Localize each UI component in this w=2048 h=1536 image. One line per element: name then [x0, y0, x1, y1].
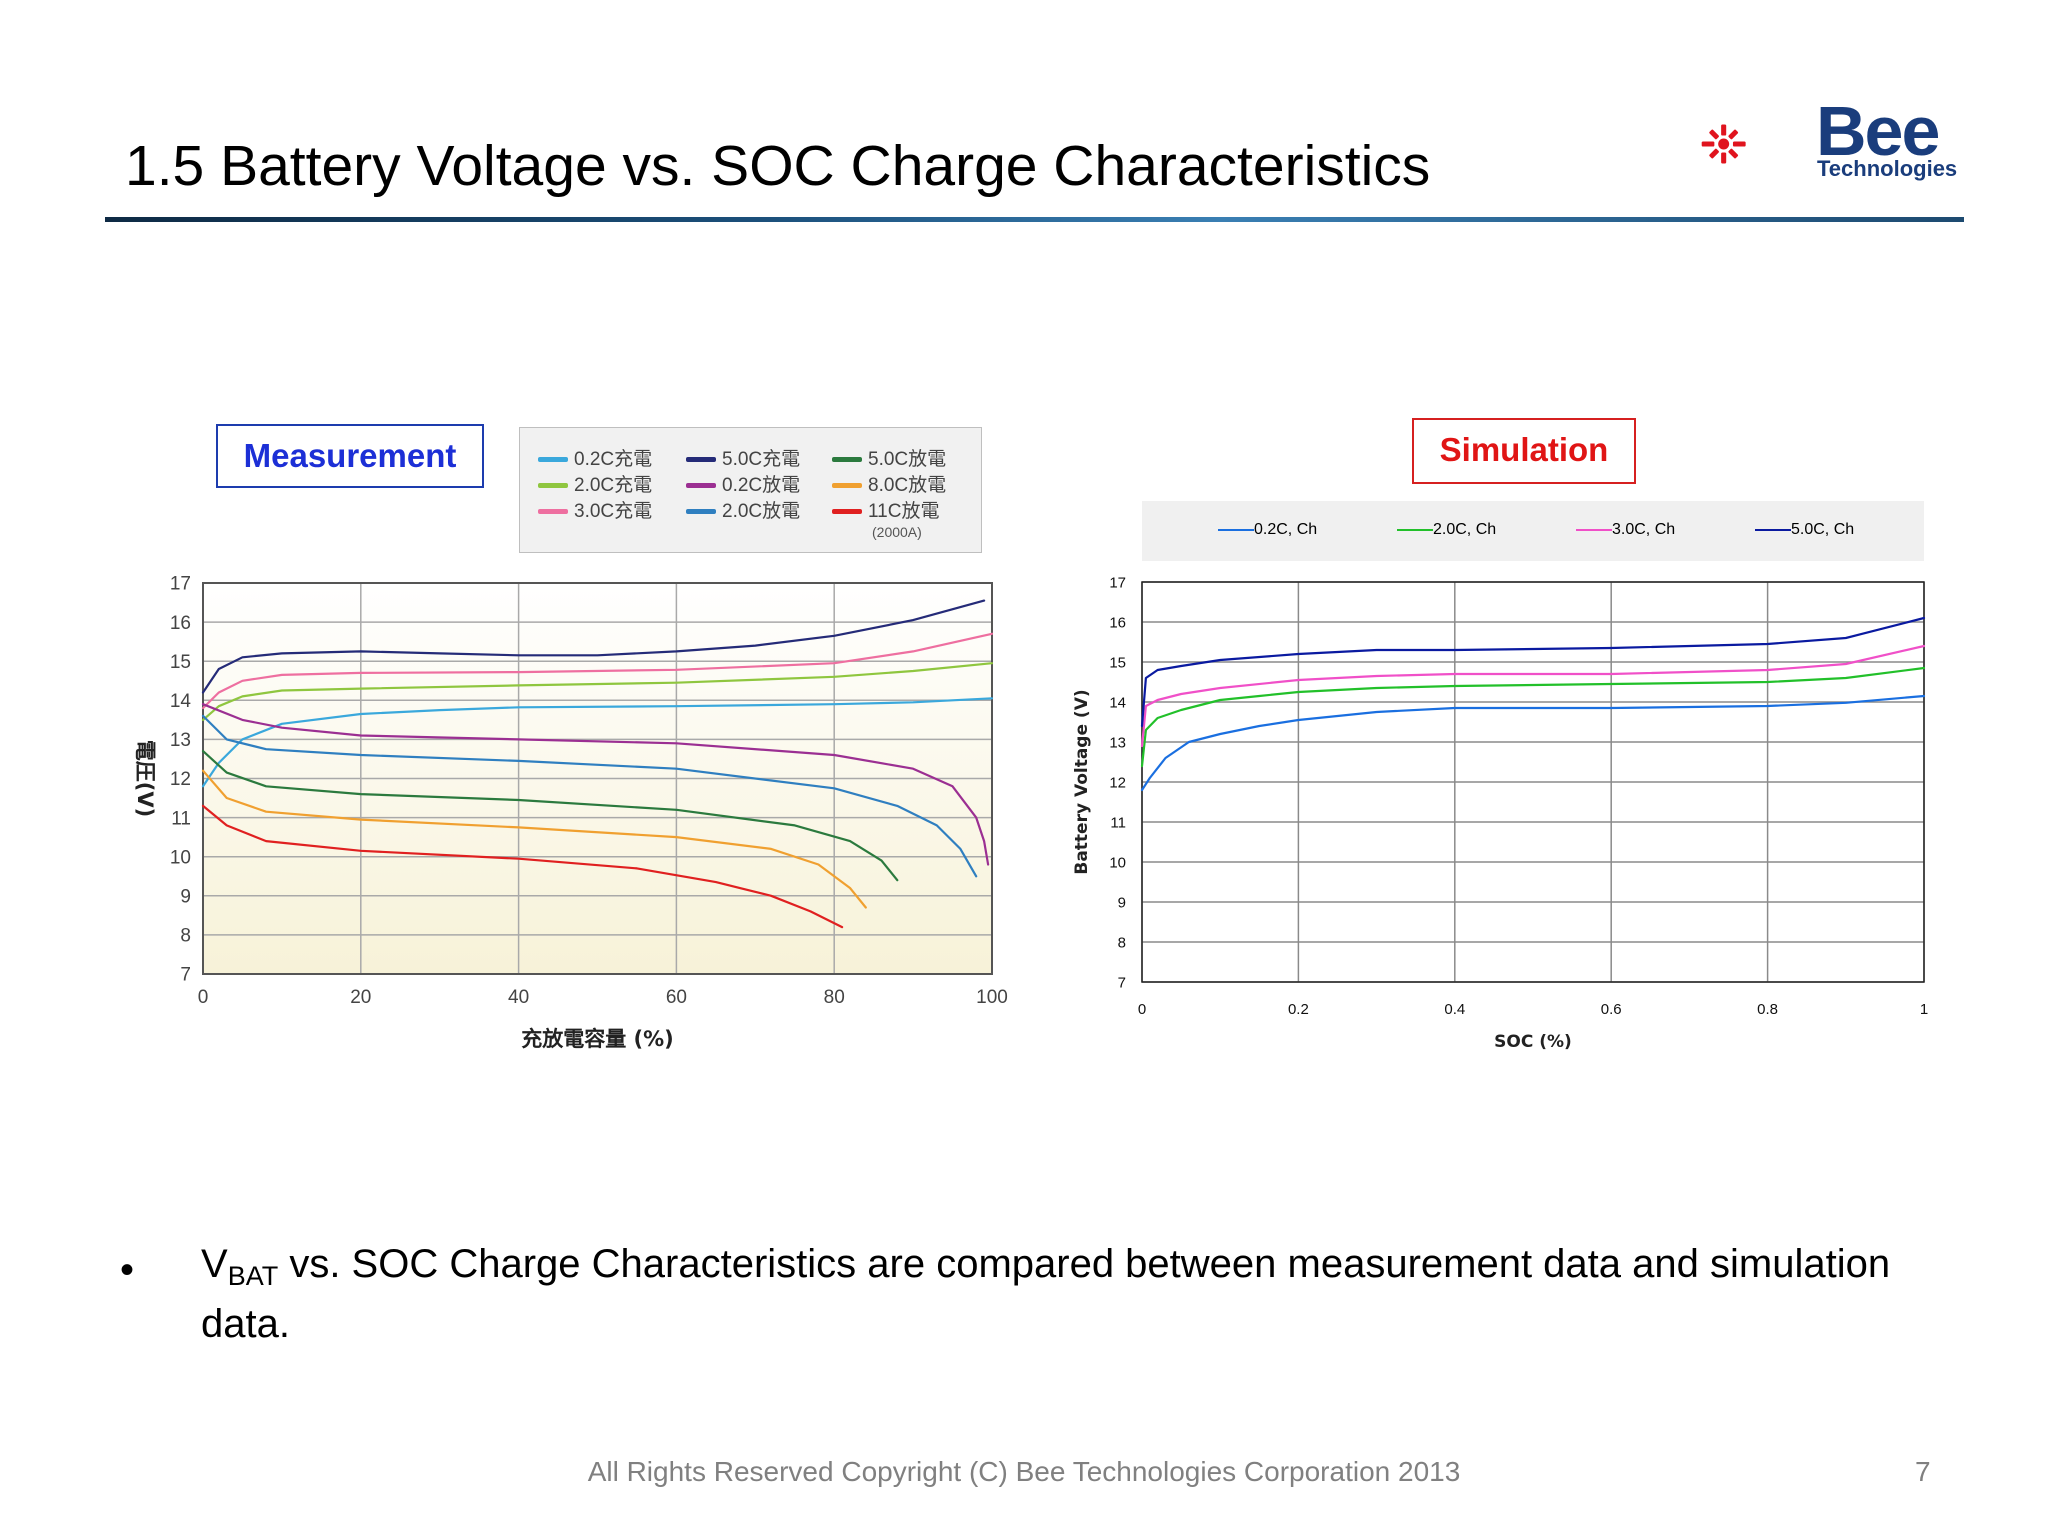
y-tick-label: 11: [1110, 814, 1126, 831]
legend-item: 0.2C, Ch: [1218, 521, 1317, 539]
legend-item: 5.0C, Ch: [1755, 521, 1854, 539]
x-tick-label: 60: [666, 987, 687, 1008]
bullet-text: VBAT vs. SOC Charge Characteristics are …: [201, 1240, 1921, 1348]
legend-item: 3.0C充電: [538, 496, 652, 523]
y-tick-label: 8: [1118, 934, 1126, 951]
legend-item: 11C放電: [832, 496, 939, 523]
y-tick-label: 9: [180, 886, 191, 907]
y-tick-label: 7: [180, 965, 191, 986]
series-line: [1140, 666, 1926, 768]
y-tick-label: 14: [170, 691, 192, 712]
x-tick-label: 0.2: [1288, 1001, 1309, 1018]
legend-item: 8.0C放電: [832, 470, 946, 497]
x-tick-label: 40: [508, 987, 529, 1008]
measurement-legend: 0.2C充電 2.0C充電 3.0C充電 5.0C充電 0.2C放電 2.0C放…: [519, 427, 982, 553]
slide-title: 1.5 Battery Voltage vs. SOC Charge Chara…: [125, 134, 1431, 198]
legend-label: 3.0C充電: [574, 501, 653, 522]
x-axis-label: SOC (%): [1494, 1032, 1572, 1052]
series-line: [1140, 616, 1926, 728]
series-line: [201, 697, 994, 788]
legend-item: 2.0C充電: [538, 470, 652, 497]
x-tick-label: 0.4: [1444, 1001, 1465, 1018]
y-axis-label: Battery Voltage (V): [1072, 689, 1092, 874]
legend-label: 2.0C, Ch: [1433, 521, 1497, 538]
legend-note: (2000A): [872, 524, 922, 540]
y-tick-label: 15: [1109, 654, 1126, 671]
x-tick-label: 0.6: [1601, 1001, 1622, 1018]
x-tick-label: 80: [824, 987, 845, 1008]
y-tick-label: 9: [1118, 894, 1126, 911]
x-tick-label: 0.8: [1757, 1001, 1778, 1018]
legend-label: 8.0C放電: [868, 475, 947, 496]
y-tick-label: 11: [171, 808, 191, 829]
legend-label: 11C放電: [868, 501, 940, 522]
bullet-main: V: [201, 1242, 228, 1286]
x-tick-label: 1: [1920, 1001, 1928, 1018]
measurement-label: Measurement: [216, 424, 484, 488]
y-tick-label: 12: [170, 769, 191, 790]
y-tick-label: 16: [1109, 614, 1126, 631]
bullet-rest: vs. SOC Charge Characteristics are compa…: [201, 1242, 1891, 1346]
legend-label: 3.0C, Ch: [1612, 521, 1676, 538]
series-line: [201, 750, 899, 882]
title-divider: [105, 217, 1964, 222]
y-tick-label: 12: [1109, 774, 1126, 791]
y-tick-label: 10: [170, 847, 191, 868]
legend-item: 0.2C充電: [538, 444, 652, 471]
simulation-legend: 0.2C, Ch 2.0C, Ch 3.0C, Ch 5.0C, Ch: [1142, 501, 1924, 561]
y-tick-label: 16: [170, 613, 191, 634]
series-line: [201, 804, 844, 929]
y-tick-label: 17: [170, 574, 191, 595]
series-line: [201, 599, 986, 694]
legend-label: 0.2C充電: [574, 449, 653, 470]
footer-copyright: All Rights Reserved Copyright (C) Bee Te…: [587, 1456, 1461, 1487]
plot-border: [1141, 581, 1925, 983]
legend-label: 0.2C放電: [722, 475, 801, 496]
y-axis-label: 電圧(V): [133, 740, 157, 817]
y-tick-label: 17: [1109, 574, 1126, 591]
legend-label: 5.0C, Ch: [1791, 521, 1855, 538]
y-tick-label: 7: [1118, 974, 1126, 991]
legend-item: 5.0C放電: [832, 444, 946, 471]
series-line: [201, 714, 978, 878]
legend-label: 0.2C, Ch: [1254, 521, 1318, 538]
series-line: [201, 662, 994, 721]
legend-label: 5.0C放電: [868, 449, 947, 470]
x-tick-label: 0: [198, 987, 209, 1008]
bullet-subscript: BAT: [227, 1261, 279, 1291]
legend-item: 5.0C充電: [686, 444, 800, 471]
bee-logo-icon: [1701, 124, 1746, 164]
series-line: [1140, 644, 1926, 748]
x-tick-label: 20: [350, 987, 371, 1008]
x-tick-label: 100: [976, 987, 1008, 1008]
bullet-marker: •: [120, 1248, 135, 1292]
legend-item: 3.0C, Ch: [1576, 521, 1675, 539]
x-tick-label: 0: [1138, 1001, 1146, 1018]
y-tick-label: 13: [1109, 734, 1126, 751]
logo-subtitle: Technologies: [1817, 156, 1958, 181]
legend-label: 2.0C充電: [574, 475, 653, 496]
simulation-label: Simulation: [1412, 418, 1636, 484]
series-line: [1140, 694, 1926, 792]
y-tick-label: 8: [180, 926, 191, 947]
plot-border: [202, 582, 993, 975]
legend-label: 5.0C充電: [722, 449, 801, 470]
legend-item: 0.2C放電: [686, 470, 800, 497]
series-line: [201, 703, 990, 866]
series-line: [201, 632, 994, 710]
y-tick-label: 14: [1109, 694, 1126, 711]
y-tick-label: 10: [1109, 854, 1126, 871]
y-tick-label: 15: [170, 652, 191, 673]
x-axis-label: 充放電容量 (%): [521, 1027, 674, 1051]
y-tick-label: 13: [170, 730, 191, 751]
series-line: [201, 769, 867, 909]
legend-label: 2.0C放電: [722, 501, 801, 522]
legend-item: 2.0C放電: [686, 496, 800, 523]
page-number: 7: [1915, 1456, 1931, 1487]
logo-brand: Bee: [1816, 92, 1940, 170]
legend-item: 2.0C, Ch: [1397, 521, 1496, 539]
